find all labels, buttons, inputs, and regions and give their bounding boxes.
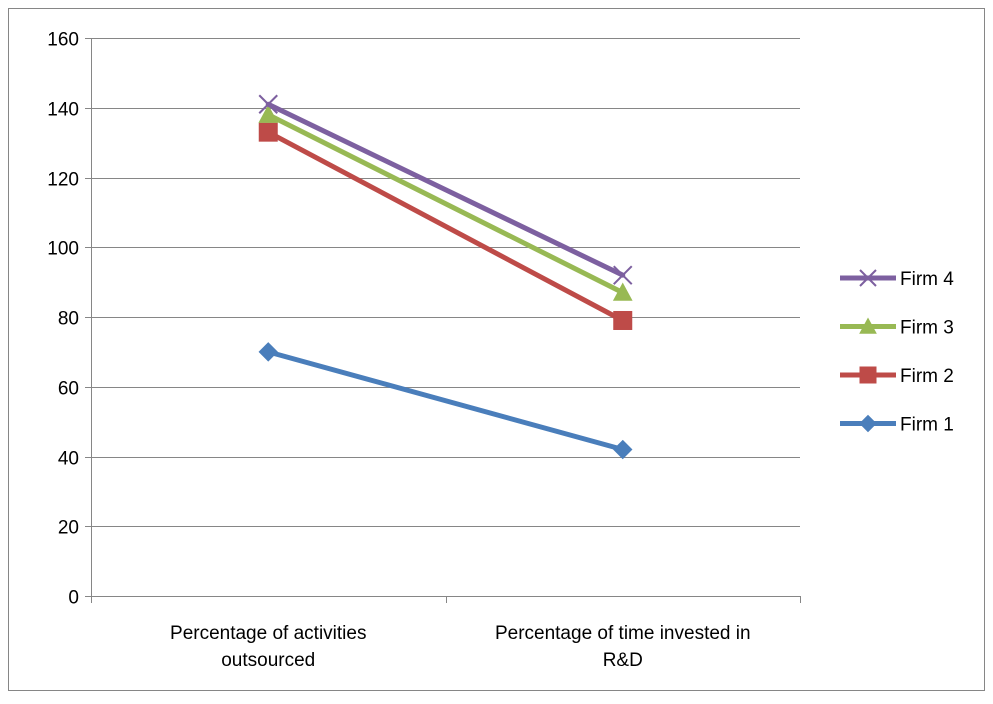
data-point [859, 414, 877, 433]
x-tick-label: Percentage of time invested in R&D [495, 623, 751, 671]
legend-label: Firm 2 [900, 366, 954, 387]
y-tick-label: 100 [47, 239, 79, 260]
series-firm-2 [258, 122, 633, 330]
data-point [613, 265, 633, 285]
marker-x-stroke [859, 269, 877, 287]
data-point [258, 94, 278, 114]
y-tick-label: 20 [58, 518, 79, 539]
series-firm-1 [258, 342, 633, 460]
y-tick-label: 60 [58, 379, 79, 400]
legend-label: Firm 1 [900, 415, 954, 436]
y-tick-label: 0 [68, 588, 79, 609]
marker-x-stroke [613, 265, 633, 285]
series-firm-4 [258, 94, 633, 285]
legend-entry: Firm 4 [840, 269, 954, 290]
data-point [613, 310, 633, 330]
series-line [265, 349, 626, 453]
legend-label: Firm 4 [900, 269, 954, 290]
data-point [613, 439, 633, 460]
y-tick-label: 120 [47, 170, 79, 191]
chart-border [8, 8, 985, 691]
legend-entry: Firm 3 [840, 317, 954, 339]
legend-label: Firm 3 [900, 318, 954, 339]
legend-entry: Firm 1 [840, 415, 954, 436]
data-point [258, 122, 278, 142]
data-point [258, 342, 278, 362]
y-tick-label: 140 [47, 100, 79, 121]
data-point [859, 317, 877, 334]
legend-entry: Firm 2 [840, 366, 954, 387]
marker-x-stroke [258, 94, 278, 114]
data-point [258, 104, 279, 123]
legend: Firm 4 Firm 3 Firm 2 Firm 1 [840, 269, 954, 436]
y-tick-label: 80 [58, 309, 79, 330]
series [258, 94, 633, 460]
x-tick-label: Percentage of activities outsourced [170, 623, 366, 671]
y-tick-label: 160 [47, 30, 79, 51]
series-line [265, 112, 626, 296]
y-tick-label: 40 [58, 449, 79, 470]
data-point [612, 282, 633, 301]
axes: 0 20 40 60 80 100 120 140 160 Percentage of activ… [47, 30, 801, 671]
data-point [859, 269, 877, 287]
series-line [265, 129, 626, 323]
gridlines [91, 38, 800, 527]
series-firm-3 [258, 104, 633, 301]
series-line [265, 101, 626, 278]
data-point [859, 366, 877, 384]
